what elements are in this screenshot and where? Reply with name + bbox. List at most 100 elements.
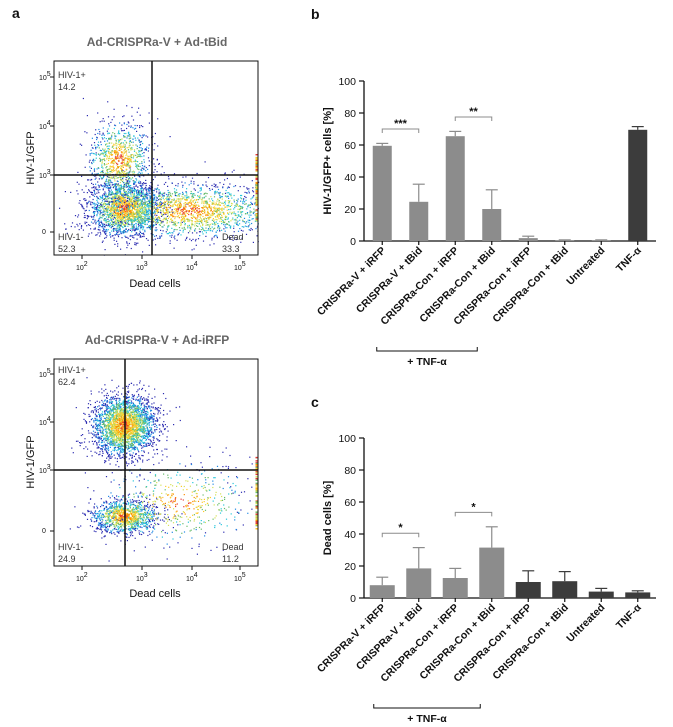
flow-event [128, 209, 130, 211]
flow-event [215, 221, 217, 223]
flow-event [99, 211, 102, 213]
flow-event [87, 235, 89, 237]
flow-event [195, 238, 197, 241]
flow-event [114, 185, 116, 187]
flow-event [143, 203, 145, 205]
flow-event [250, 211, 252, 213]
flow-event [198, 210, 201, 212]
flow-event [114, 201, 117, 203]
flow-event [108, 209, 110, 212]
flow-event [212, 206, 214, 209]
flow-event [111, 202, 113, 204]
flow-event [224, 179, 226, 181]
flow-event [163, 224, 165, 226]
flow-event [108, 148, 111, 150]
flow-event [108, 168, 110, 170]
flow-event [201, 199, 203, 201]
flow-event [212, 200, 214, 202]
flow-event [79, 223, 81, 225]
flow-event [105, 216, 107, 218]
flow-event [209, 224, 211, 226]
flow-event [115, 183, 117, 185]
flow-event [168, 196, 170, 198]
flow-event [207, 217, 210, 219]
flow-event [256, 235, 258, 237]
flow-event [155, 230, 157, 232]
flow-event [96, 234, 98, 236]
flow-event [161, 194, 163, 196]
flow-event [121, 157, 123, 159]
flow-event [180, 234, 182, 236]
flow-event [93, 203, 96, 205]
flow-event [130, 200, 132, 202]
flow-event [145, 179, 147, 181]
flow-event [220, 213, 222, 215]
flow-event [190, 207, 192, 209]
flow-event [176, 208, 178, 210]
flow-event [143, 235, 145, 238]
flow-event [125, 141, 127, 143]
flow-event [255, 160, 258, 163]
flow-event [255, 189, 258, 191]
flow-event [113, 177, 115, 180]
flow-event [127, 444, 129, 447]
flow-event [194, 211, 196, 213]
flow-event [172, 221, 174, 223]
flow-event [138, 202, 140, 205]
flow-event [112, 205, 114, 208]
flow-event [133, 219, 135, 221]
flow-event [126, 242, 128, 244]
flow-event [135, 232, 138, 234]
flow-event [192, 194, 194, 196]
flow-event [139, 192, 141, 194]
flow-event [75, 440, 78, 442]
flow-event [104, 225, 106, 227]
flow-event [169, 207, 171, 209]
flow-event [155, 244, 157, 246]
flow-event [103, 231, 105, 233]
flow-event [157, 221, 159, 224]
flow-event [111, 171, 113, 173]
flow-event [120, 188, 122, 191]
flow-event [122, 212, 124, 214]
flow-event [118, 140, 120, 142]
flow-event [101, 241, 103, 243]
flow-event [184, 219, 186, 221]
flow-event [152, 436, 154, 438]
flow-event [117, 209, 119, 211]
flow-event [129, 160, 131, 162]
flow-event [90, 149, 92, 151]
flow-event [233, 185, 235, 188]
flow-event [109, 165, 111, 168]
flow-event [102, 189, 104, 191]
flow-event [155, 204, 158, 206]
flow-event [174, 211, 176, 213]
flow-event [157, 411, 159, 413]
flow-event [148, 218, 150, 220]
flow-event [184, 208, 186, 210]
flow-event [130, 415, 132, 417]
flow-event [168, 216, 171, 218]
flow-event [101, 432, 103, 434]
flow-event [101, 166, 103, 168]
flow-event [148, 160, 150, 162]
flow-event [171, 182, 173, 184]
flow-event [138, 233, 140, 235]
flow-event [204, 210, 206, 212]
flow-event [110, 226, 112, 228]
flow-event [231, 211, 233, 213]
flow-event [169, 194, 172, 197]
flow-event [120, 185, 122, 187]
flow-event [145, 184, 147, 187]
flow-event [125, 396, 128, 398]
flow-event [240, 229, 242, 231]
flow-event [88, 200, 90, 202]
flow-event [94, 228, 96, 230]
flow-event [137, 205, 139, 207]
flow-event [117, 210, 120, 212]
flow-event [129, 203, 131, 205]
flow-event [119, 405, 121, 407]
flow-event [121, 215, 123, 217]
flow-event [141, 219, 143, 221]
flow-event [210, 208, 212, 210]
